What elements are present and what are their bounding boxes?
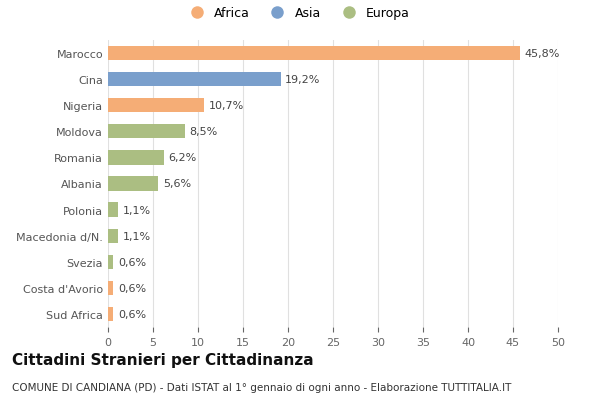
Bar xyxy=(108,255,113,269)
Text: 8,5%: 8,5% xyxy=(189,127,217,137)
Text: 1,1%: 1,1% xyxy=(122,205,151,215)
Text: 10,7%: 10,7% xyxy=(209,101,244,111)
Bar xyxy=(108,307,113,321)
Bar xyxy=(108,177,158,191)
Text: 19,2%: 19,2% xyxy=(286,75,320,85)
Bar xyxy=(108,73,281,87)
Bar xyxy=(108,229,118,243)
Text: 5,6%: 5,6% xyxy=(163,179,191,189)
Text: 1,1%: 1,1% xyxy=(122,231,151,241)
Text: 0,6%: 0,6% xyxy=(118,283,146,293)
Text: 0,6%: 0,6% xyxy=(118,309,146,319)
Bar xyxy=(108,203,118,217)
Text: 45,8%: 45,8% xyxy=(525,49,560,59)
Bar xyxy=(108,125,185,139)
Text: Cittadini Stranieri per Cittadinanza: Cittadini Stranieri per Cittadinanza xyxy=(12,352,314,367)
Bar xyxy=(108,47,520,61)
Bar xyxy=(108,99,204,113)
Text: 6,2%: 6,2% xyxy=(168,153,197,163)
Text: 0,6%: 0,6% xyxy=(118,257,146,267)
Text: COMUNE DI CANDIANA (PD) - Dati ISTAT al 1° gennaio di ogni anno - Elaborazione T: COMUNE DI CANDIANA (PD) - Dati ISTAT al … xyxy=(12,382,511,392)
Bar xyxy=(108,281,113,295)
Legend: Africa, Asia, Europa: Africa, Asia, Europa xyxy=(184,7,410,20)
Bar xyxy=(108,151,164,165)
